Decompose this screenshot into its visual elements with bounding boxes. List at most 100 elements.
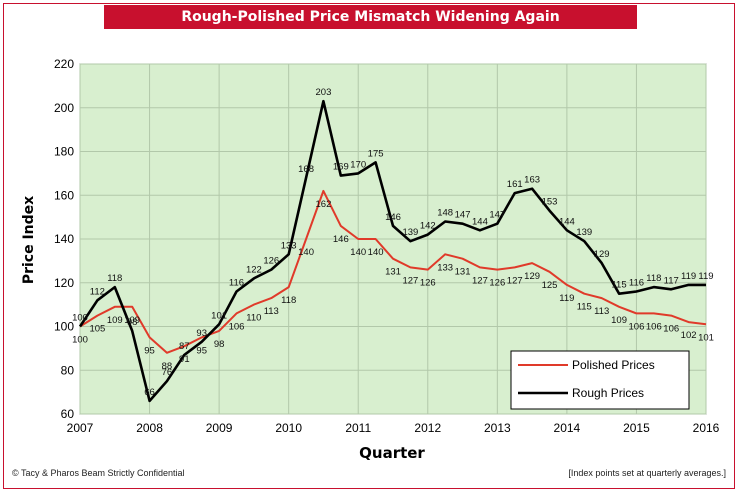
data-label-polished: 133 [437,262,453,273]
data-label-rough: 142 [420,221,436,232]
x-tick-label: 2010 [275,421,302,435]
data-label-rough: 119 [681,271,696,282]
series-line-polished [79,189,707,354]
data-label-polished: 127 [402,275,418,286]
data-label-rough: 175 [368,148,384,159]
data-label-polished: 106 [629,321,645,332]
data-label-polished: 106 [663,324,679,335]
tick-labels: 60 80 100 120 140 160 180 200 220 2007 2008 2009 201… [54,57,720,435]
data-label-polished: 98 [214,339,225,350]
data-label-rough: 147 [489,210,505,221]
y-tick-label: 180 [54,145,74,159]
y-axis-label: Price Index [21,196,37,284]
data-label-rough: 100 [72,313,88,324]
data-label-rough: 116 [629,278,644,289]
data-label-rough: 161 [507,179,523,190]
x-axis-label: Quarter [359,444,425,462]
data-label-polished: 118 [281,295,296,306]
y-tick-label: 160 [54,188,74,202]
y-tick-label: 220 [54,57,74,71]
data-label-rough: 118 [646,273,661,284]
chart-title: Rough-Polished Price Mismatch Widening A… [104,5,637,29]
data-label-rough: 112 [90,286,105,297]
legend-label-polished: Polished Prices [572,358,655,372]
data-label-rough: 203 [316,87,332,98]
data-label-rough: 133 [281,240,297,251]
data-label-rough: 170 [350,159,366,170]
data-label-polished: 101 [698,332,714,343]
data-label-polished: 106 [646,321,662,332]
data-label-rough: 139 [402,227,418,238]
data-label-polished: 105 [89,324,105,335]
data-label-polished: 126 [489,278,505,289]
data-label-polished: 140 [298,247,314,258]
x-tick-label: 2007 [67,421,94,435]
footer-note: [Index points set at quarterly averages.… [568,468,726,478]
y-tick-label: 60 [61,407,75,421]
footer-copyright: © Tacy & Pharos Beam Strictly Confidenti… [12,468,185,478]
legend-label-rough: Rough Prices [572,386,644,400]
data-label-rough: 169 [333,162,349,173]
data-label-polished: 109 [107,315,123,326]
y-tick-label: 80 [61,363,75,377]
x-tick-label: 2013 [484,421,511,435]
data-label-polished: 127 [507,275,523,286]
legend: Polished Prices Rough Prices [510,350,690,410]
y-tick-label: 200 [54,101,74,115]
data-label-polished: 110 [246,313,261,324]
data-label-polished: 119 [559,293,574,304]
data-label-polished: 140 [368,247,384,258]
data-label-rough: 147 [455,210,471,221]
data-label-polished: 95 [144,345,155,356]
data-label-rough: 93 [196,328,207,339]
y-tick-label: 100 [54,320,74,334]
data-label-rough: 76 [162,367,173,378]
gridlines [79,63,707,415]
x-tick-label: 2009 [206,421,233,435]
data-label-polished: 100 [72,335,88,346]
data-label-rough: 144 [559,216,575,227]
x-tick-label: 2008 [136,421,163,435]
data-label-polished: 109 [611,315,627,326]
data-label-rough: 116 [229,278,244,289]
legend-box [510,350,690,410]
y-tick-label: 140 [54,232,74,246]
y-tick-label: 120 [54,276,74,290]
data-label-rough: 87 [179,341,190,352]
data-label-rough: 144 [472,216,488,227]
data-label-polished: 140 [350,247,366,258]
data-label-polished: 146 [333,234,349,245]
x-tick-label: 2011 [345,421,371,435]
data-label-rough: 101 [211,310,227,321]
data-label-rough: 129 [594,249,610,260]
data-label-polished: 126 [420,278,436,289]
data-label-rough: 153 [542,197,558,208]
data-label-polished: 162 [316,199,332,210]
data-label-rough: 122 [246,264,262,275]
data-label-rough: 168 [298,164,314,175]
data-label-rough: 163 [524,175,540,186]
series-lines [78,99,707,403]
data-label-polished: 131 [385,267,401,278]
data-label-polished: 131 [455,267,471,278]
data-label-rough: 126 [263,256,279,267]
data-label-polished: 115 [577,302,592,313]
data-label-rough: 118 [107,273,122,284]
data-label-polished: 113 [594,306,609,317]
data-label-polished: 113 [264,306,279,317]
data-label-rough: 119 [698,271,713,282]
data-label-polished: 91 [179,354,190,365]
x-tick-label: 2016 [693,421,720,435]
x-tick-label: 2014 [554,421,581,435]
series-line-rough [78,99,706,403]
data-label-rough: 117 [664,275,679,286]
x-tick-label: 2015 [623,421,650,435]
x-tick-label: 2012 [414,421,441,435]
data-label-polished: 102 [681,330,697,341]
data-label-polished: 95 [196,345,207,356]
data-label-rough: 98 [127,317,138,328]
data-label-rough: 146 [385,212,401,223]
data-label-rough: 66 [144,387,155,398]
